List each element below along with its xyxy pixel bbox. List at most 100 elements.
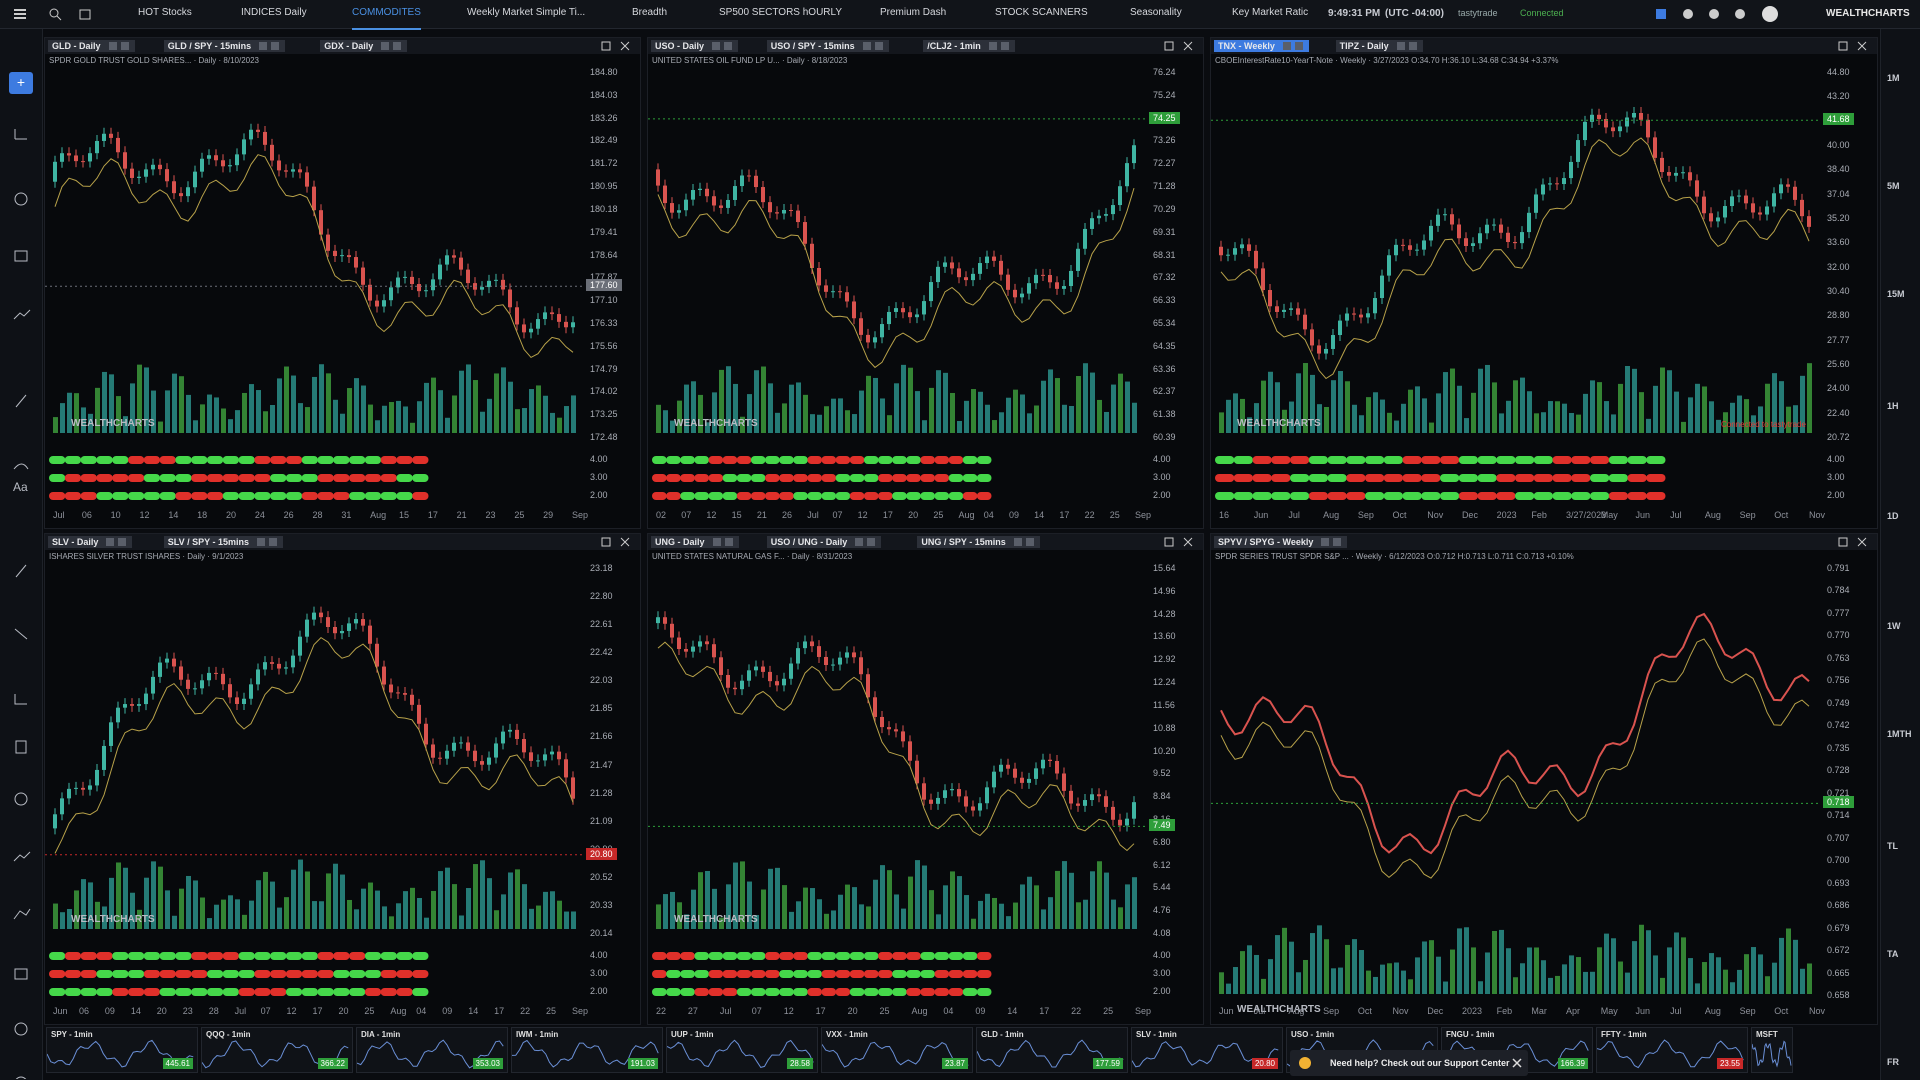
mini-chart[interactable]: VXX - 1min 23.87 (821, 1027, 973, 1073)
chart-tab[interactable]: SLV - Daily (48, 536, 133, 548)
timeframe-button[interactable]: TL (1887, 841, 1898, 851)
date-label: Dec (1461, 510, 1478, 520)
chart-canvas[interactable] (1211, 534, 1877, 1024)
mini-chart[interactable]: SPY - 1min 445.61 (46, 1027, 198, 1073)
chart-tab[interactable]: UNG - Daily (651, 536, 739, 548)
window-controls[interactable] (1159, 38, 1199, 54)
chart-tab-label: SPYV / SPYG - Weekly (1218, 537, 1314, 547)
chart-tab[interactable]: SLV / SPY - 15mins (163, 536, 283, 548)
chart-tab[interactable]: SPYV / SPYG - Weekly (1214, 536, 1348, 548)
indicator-segment (1533, 474, 1553, 482)
candle-body (263, 662, 267, 670)
mini-chart[interactable]: UUP - 1min 28.58 (666, 1027, 818, 1073)
timeframe-button[interactable]: 1D (1887, 511, 1899, 521)
chart-tab[interactable]: UNG / SPY - 15mins (917, 536, 1040, 548)
timeframe-button[interactable]: FR (1887, 1057, 1899, 1067)
indicator-segment (96, 952, 113, 960)
workspace-tab[interactable]: Weekly Market Simple Ti... (467, 7, 586, 18)
chart-canvas[interactable] (648, 38, 1203, 528)
mini-chart[interactable]: DIA - 1min 353.03 (356, 1027, 508, 1073)
panel-controls (601, 41, 630, 51)
candle-body (726, 199, 730, 208)
mini-chart[interactable]: QQQ - 1min 366.22 (201, 1027, 353, 1073)
candle-body (1520, 232, 1524, 244)
volume-bar (1289, 941, 1294, 994)
text-tool[interactable]: Aa (13, 480, 28, 494)
chart-tab[interactable]: USO / UNG - Daily (766, 536, 882, 548)
chart-tab[interactable]: USO - Daily (651, 40, 739, 52)
chart-tab-label: USO / SPY - 15mins (770, 41, 855, 51)
candle-body (550, 751, 554, 755)
window-controls[interactable] (596, 534, 636, 550)
price-label: 11.56 (1153, 699, 1175, 710)
indicator-segment (333, 988, 350, 996)
indicator-segment (892, 456, 907, 464)
indicator-segment (1477, 474, 1497, 482)
workspace-tab[interactable]: Breadth (632, 7, 668, 18)
volume-bar (796, 901, 801, 929)
window-controls[interactable] (1833, 38, 1873, 54)
mini-chart[interactable]: FFTY - 1min 23.55 (1596, 1027, 1748, 1073)
chart-tab[interactable]: GLD / SPY - 15mins (163, 40, 286, 52)
timeframe-button[interactable]: 1MTH (1887, 729, 1912, 739)
date-label: 23 (485, 510, 496, 520)
chart-tab[interactable]: GLD - Daily (48, 40, 135, 52)
top-icons[interactable] (14, 7, 94, 21)
timeframe-button[interactable]: 1M (1887, 73, 1900, 83)
indicator-segment (1627, 456, 1647, 464)
timeframe-button[interactable]: 15M (1887, 289, 1905, 299)
window-controls[interactable] (1833, 534, 1873, 550)
timeframe-button[interactable]: 1W (1887, 621, 1901, 631)
workspace-tab[interactable]: INDICES Daily (241, 7, 307, 18)
chart-tab[interactable]: /CLJ2 - 1min (923, 40, 1015, 52)
workspace-tab[interactable]: Premium Dash (880, 7, 947, 18)
chart-tab[interactable]: TIPZ - Daily (1335, 40, 1423, 52)
workspace-tab[interactable]: COMMODITES (352, 0, 421, 30)
price-label: 64.35 (1153, 340, 1176, 351)
indicator-segment (238, 988, 255, 996)
chart-canvas[interactable] (648, 534, 1203, 1024)
candle-body (1373, 298, 1377, 314)
mini-chart[interactable]: IWM - 1min 191.03 (511, 1027, 663, 1073)
chart-canvas[interactable] (1211, 38, 1877, 528)
timeframe-button[interactable]: TA (1887, 949, 1899, 959)
indicator-segment (976, 988, 992, 996)
tool-icons[interactable]: + (0, 29, 42, 1080)
indicator-segment (64, 970, 82, 978)
workspace-tab[interactable]: HOT Stocks (138, 7, 192, 18)
chart-canvas[interactable] (45, 534, 640, 1024)
workspace-tab[interactable]: SP500 SECTORS hOURLY (719, 7, 843, 18)
indicator-segment (1496, 456, 1516, 464)
indicator-segment (159, 952, 176, 960)
chart-canvas[interactable] (45, 38, 640, 528)
candle-body (1261, 268, 1265, 291)
candle-body (529, 752, 533, 761)
indicator-segment (1421, 492, 1441, 500)
mini-chart[interactable]: SLV - 1min 20.80 (1131, 1027, 1283, 1073)
chart-tab[interactable]: TNX - Weekly (1214, 40, 1309, 52)
indicator-segment (736, 474, 752, 482)
moving-average (1220, 638, 1810, 879)
top-right-icons[interactable] (1654, 5, 1784, 23)
workspace-tab[interactable]: Key Market Ratic (1232, 7, 1309, 18)
workspace-tab[interactable]: Seasonality (1130, 7, 1182, 18)
window-controls[interactable] (596, 38, 636, 54)
price-label: 6.12 (1153, 859, 1171, 870)
close-icon[interactable] (1512, 1058, 1522, 1068)
mini-chart[interactable]: MSFT (1751, 1027, 1793, 1073)
window-controls[interactable] (1159, 534, 1199, 550)
chart-tab[interactable]: GDX - Daily (320, 40, 408, 52)
ticker-price: 20.80 (1251, 1058, 1278, 1069)
candle-body (936, 797, 940, 804)
timeframe-button[interactable]: 5M (1887, 181, 1900, 191)
volume-bar (1730, 982, 1735, 994)
indicator-segment (222, 474, 239, 482)
workspace-tab[interactable]: STOCK SCANNERS (995, 7, 1088, 18)
chart-tab[interactable]: USO / SPY - 15mins (766, 40, 889, 52)
date-label: 20 (226, 510, 237, 520)
indicator-segment (722, 456, 738, 464)
timeframe-button[interactable]: 1H (1887, 401, 1899, 411)
mini-chart[interactable]: GLD - 1min 177.59 (976, 1027, 1128, 1073)
volume-bar (1401, 970, 1406, 994)
support-popup[interactable]: Need help? Check out our Support Center (1290, 1050, 1528, 1076)
